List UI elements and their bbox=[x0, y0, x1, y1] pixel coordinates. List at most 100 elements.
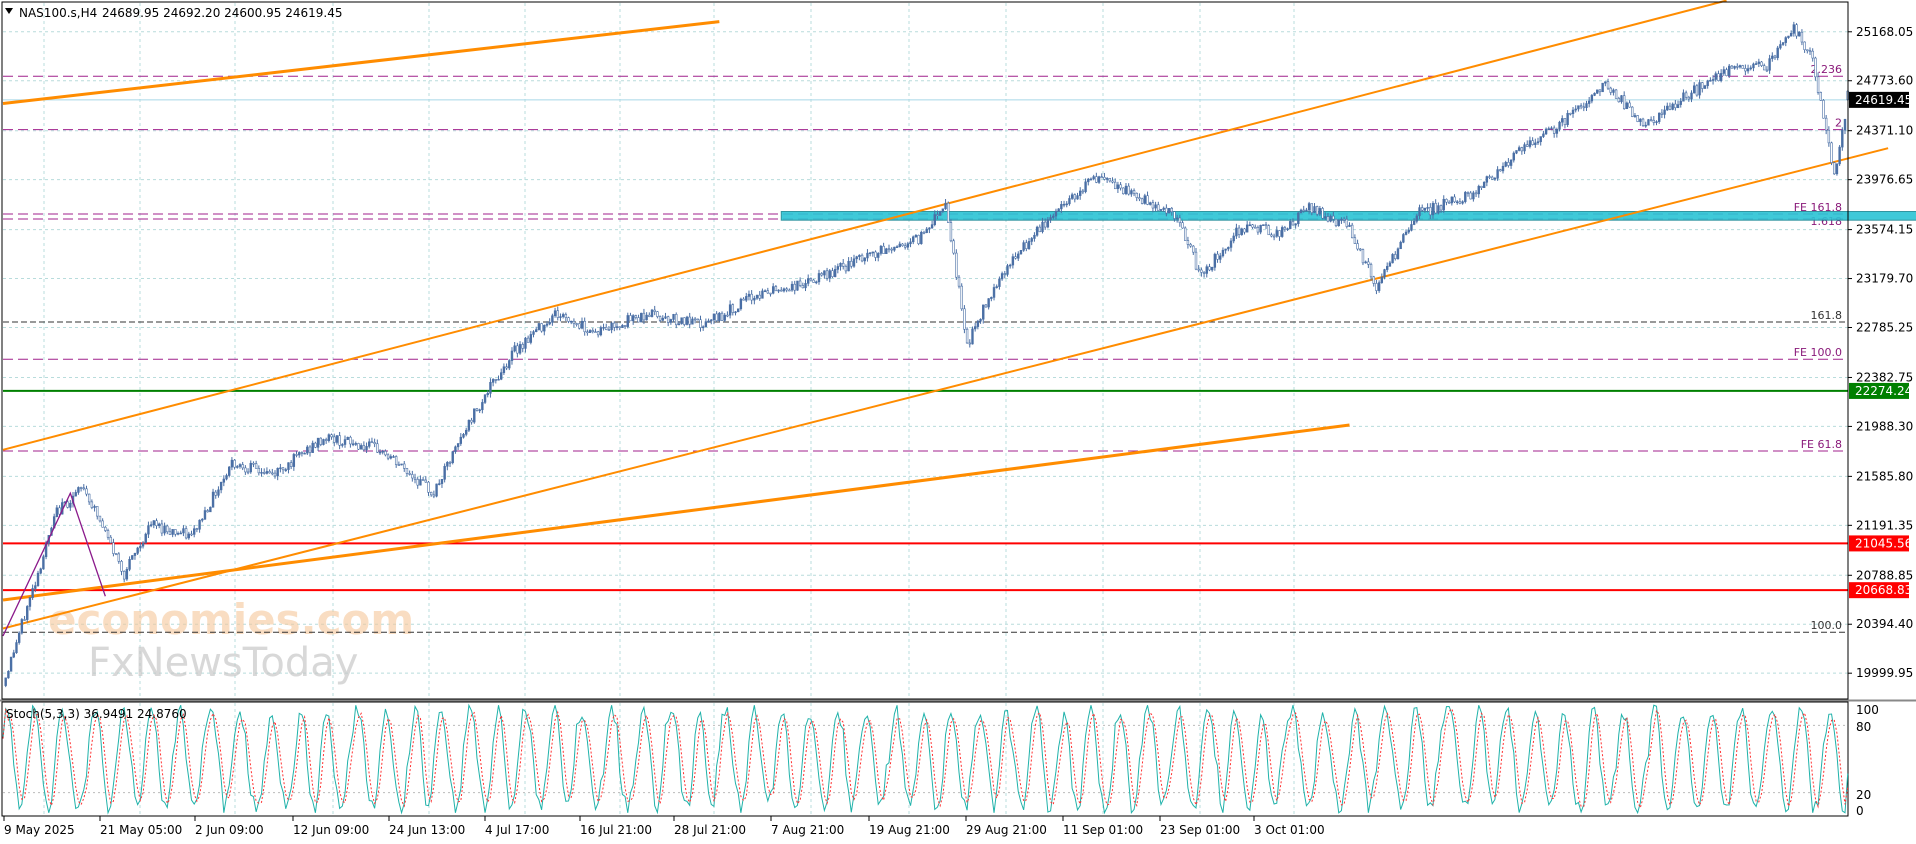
candle-body bbox=[656, 311, 659, 317]
candle-body bbox=[362, 445, 366, 451]
candle-body bbox=[376, 443, 379, 453]
candle-body bbox=[370, 441, 374, 444]
candle-body bbox=[114, 553, 118, 555]
candle-body bbox=[1493, 177, 1497, 180]
candle-body bbox=[254, 463, 258, 469]
candles bbox=[4, 21, 1849, 688]
candle-body bbox=[1240, 228, 1243, 235]
candle-body bbox=[1189, 244, 1192, 247]
candle-body bbox=[109, 536, 112, 544]
candle-body bbox=[368, 441, 371, 447]
candle-body bbox=[852, 258, 856, 267]
candle-body bbox=[1345, 219, 1349, 227]
trendline-channel_lower bbox=[2, 147, 1889, 630]
candle-body bbox=[343, 439, 347, 445]
candle-body bbox=[214, 491, 217, 496]
candle-body bbox=[1733, 66, 1736, 69]
candle-body bbox=[516, 345, 519, 354]
candle-body bbox=[1477, 185, 1480, 195]
candle-body bbox=[710, 319, 713, 322]
candle-body bbox=[976, 320, 980, 327]
candle-body bbox=[1528, 140, 1532, 147]
candle-body bbox=[4, 677, 7, 686]
candle-body bbox=[1041, 221, 1044, 233]
candle-body bbox=[1749, 67, 1752, 70]
zone-rect bbox=[780, 211, 1916, 221]
candle-body bbox=[1248, 224, 1252, 227]
candle-body bbox=[1582, 106, 1585, 109]
candle-body bbox=[699, 319, 702, 328]
candle-body bbox=[1620, 95, 1623, 103]
candle-body bbox=[836, 266, 840, 270]
watermark-line1: economies.com bbox=[48, 595, 414, 644]
candle-body bbox=[1563, 118, 1567, 126]
candle-body bbox=[1394, 254, 1397, 259]
candle-body bbox=[1728, 65, 1731, 77]
candle-body bbox=[1628, 102, 1631, 108]
candle-body bbox=[626, 315, 629, 327]
candle-body bbox=[1027, 241, 1031, 249]
candle-body bbox=[1184, 227, 1187, 241]
candle-body bbox=[1229, 240, 1233, 248]
candle-body bbox=[1843, 118, 1847, 131]
chart-header: NAS100.s,H4 24689.95 24692.20 24600.95 2… bbox=[5, 6, 342, 20]
candle-body bbox=[1811, 50, 1814, 59]
candle-body bbox=[1798, 31, 1801, 37]
candle-body bbox=[914, 234, 918, 238]
candle-body bbox=[793, 283, 796, 291]
candle-body bbox=[513, 345, 516, 352]
candle-body bbox=[1383, 269, 1386, 278]
candle-body bbox=[518, 344, 522, 354]
candle-body bbox=[1119, 184, 1122, 189]
candle-body bbox=[1114, 181, 1117, 190]
candle-body bbox=[1194, 251, 1198, 270]
candle-body bbox=[973, 326, 977, 330]
x-tick-label: 7 Aug 21:00 bbox=[771, 823, 844, 837]
candle-body bbox=[475, 408, 479, 411]
candle-body bbox=[87, 493, 91, 503]
candle-body bbox=[1706, 80, 1709, 87]
candle-body bbox=[561, 314, 565, 317]
trendline-channel_upper bbox=[2, 0, 1727, 451]
candle-body bbox=[1517, 147, 1521, 151]
x-tick-label: 16 Jul 21:00 bbox=[580, 823, 652, 837]
candle-body bbox=[489, 382, 492, 394]
candle-body bbox=[1017, 253, 1020, 259]
candle-body bbox=[677, 323, 681, 326]
candle-body bbox=[1008, 264, 1012, 267]
candle-body bbox=[944, 202, 947, 210]
candle-body bbox=[529, 334, 533, 343]
candle-body bbox=[327, 434, 331, 441]
candle-body bbox=[1200, 269, 1203, 273]
candle-body bbox=[408, 473, 411, 475]
candle-body bbox=[833, 269, 837, 277]
candle-body bbox=[1781, 42, 1785, 45]
candle-body bbox=[55, 507, 59, 517]
candle-body bbox=[1472, 192, 1475, 200]
candle-body bbox=[1380, 276, 1384, 283]
dropdown-triangle-icon[interactable] bbox=[5, 8, 13, 14]
candle-body bbox=[1278, 230, 1281, 237]
candle-body bbox=[144, 533, 147, 544]
candle-body bbox=[1746, 68, 1750, 72]
candle-body bbox=[984, 304, 988, 308]
y-tick-label: 21988.30 bbox=[1856, 419, 1913, 433]
candle-body bbox=[898, 243, 901, 247]
candle-body bbox=[1154, 204, 1157, 209]
candle-body bbox=[381, 450, 384, 453]
candle-body bbox=[28, 597, 32, 607]
candle-body bbox=[405, 468, 409, 474]
candle-body bbox=[839, 262, 842, 267]
candle-body bbox=[1025, 242, 1028, 249]
candle-body bbox=[93, 506, 96, 508]
trendline-lower_line bbox=[2, 423, 1350, 602]
candle-body bbox=[36, 572, 40, 586]
candle-body bbox=[860, 254, 864, 262]
candle-body bbox=[1469, 192, 1472, 200]
candle-body bbox=[1399, 241, 1402, 250]
candle-body bbox=[421, 479, 425, 481]
candle-body bbox=[780, 289, 783, 292]
candle-body bbox=[1757, 61, 1761, 64]
candle-body bbox=[866, 252, 869, 259]
